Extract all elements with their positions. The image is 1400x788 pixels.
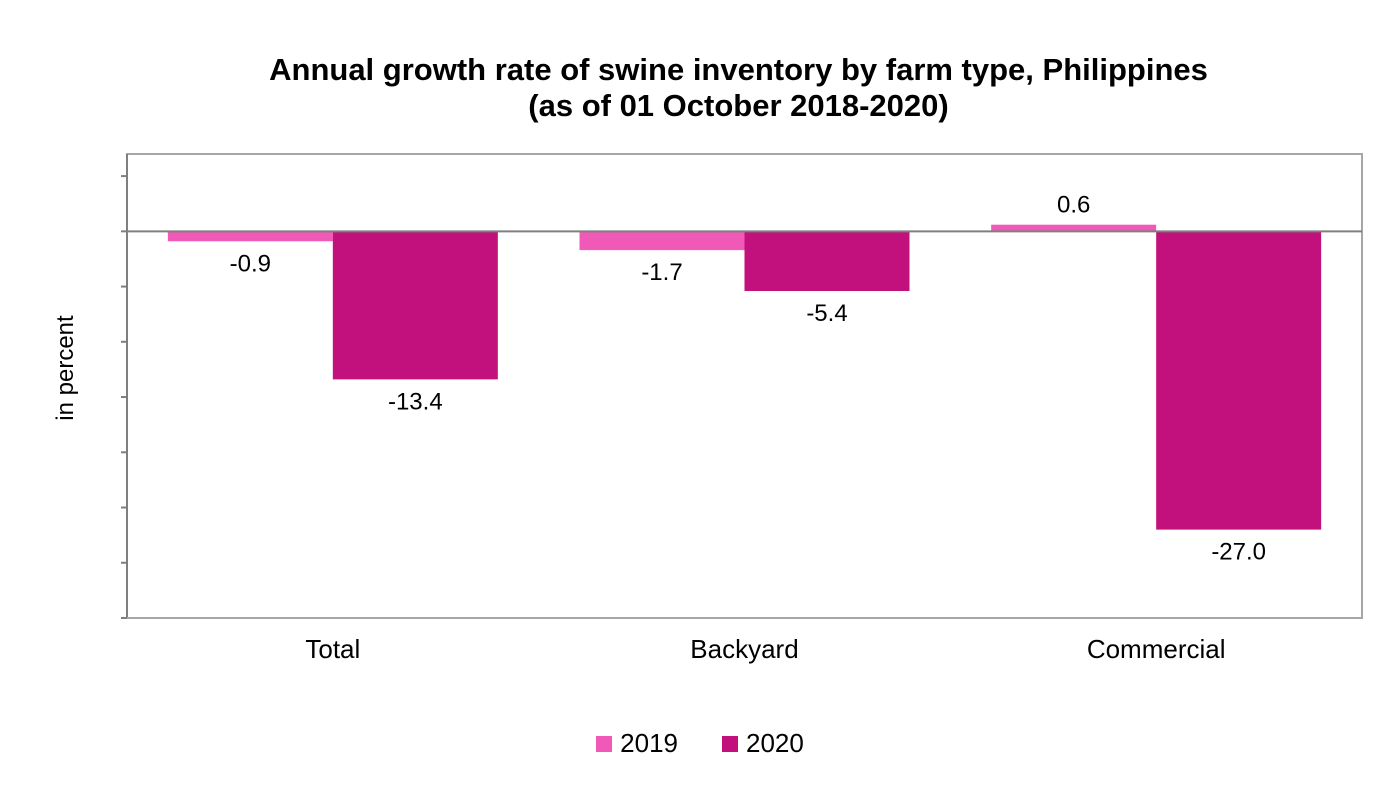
legend-item-2020: 2020 — [722, 728, 804, 759]
data-label-2020-total: -13.4 — [388, 388, 443, 415]
data-label-2020-backyard: -5.4 — [806, 300, 847, 327]
data-label-2020-commercial: -27.0 — [1211, 539, 1266, 566]
legend-label-2020: 2020 — [746, 728, 804, 758]
legend: 2019 2020 — [0, 728, 1400, 759]
bar-2020-backyard — [744, 231, 910, 291]
bar-2019-backyard — [579, 231, 745, 251]
bar-2020-commercial — [1156, 231, 1322, 530]
legend-label-2019: 2019 — [620, 728, 678, 758]
bar-2020-total — [332, 231, 498, 380]
chart-title-line-1: Annual growth rate of swine inventory by… — [269, 52, 1208, 87]
chart-title-line-2: (as of 01 October 2018-2020) — [528, 88, 949, 123]
bar-2019-total — [167, 231, 333, 242]
data-label-2019-backyard: -1.7 — [641, 259, 682, 286]
legend-swatch-2020 — [722, 735, 738, 752]
legend-item-2019: 2019 — [596, 728, 678, 759]
chart-title: Annual growth rate of swine inventory by… — [0, 52, 1400, 124]
x-tick-label-total: Total — [305, 634, 360, 664]
y-axis-label: in percent — [52, 315, 79, 421]
bar-2019-commercial — [991, 224, 1157, 232]
x-tick-label-backyard: Backyard — [690, 634, 798, 664]
data-label-2019-commercial: 0.6 — [1057, 192, 1090, 219]
x-tick-label-commercial: Commercial — [1087, 634, 1226, 664]
legend-swatch-2019 — [596, 735, 613, 752]
data-label-2019-total: -0.9 — [230, 250, 271, 277]
